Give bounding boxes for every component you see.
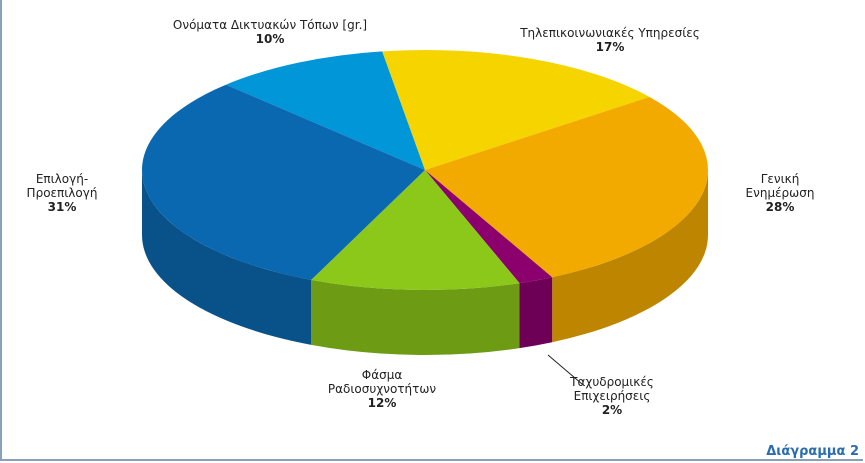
slice [425,96,708,278]
category-name: Ταχυδρομικές Επιχειρήσεις [570,375,654,403]
category-name: Γενική Ενημέρωση [745,172,815,200]
value-label: 28% [765,200,795,214]
slice [141,84,425,280]
slice-side [552,170,708,343]
value-label: 17% [595,40,625,54]
category-name: Επιλογή- Προεπιλογή [26,172,98,200]
category-name: Ονόματα Δικτυακών Τόπων [gr.] [172,18,368,32]
caption: Διάγραμμα 2 [766,444,859,459]
category-name: Τηλεπικοινωνιακές Υπηρεσίες [520,26,700,40]
value-label: 12% [367,396,397,410]
slice-label: Ταχυδρομικές Επιχειρήσεις 2% [570,375,654,417]
slice-label: Φάσμα Ραδιοσυχνοτήτων 12% [328,368,436,410]
slice [225,51,425,170]
slice [311,170,520,291]
category-name: Φάσμα Ραδιοσυχνοτήτων [327,368,437,396]
value-label: 31% [47,200,77,214]
slice-side [519,277,553,349]
slice [425,170,553,284]
value-label: 2% [601,403,623,417]
slice-label: Ονόματα Δικτυακών Τόπων [gr.] 10% [173,18,367,46]
slice-label: Τηλεπικοινωνιακές Υπηρεσίες 17% [520,26,700,54]
slice [382,50,650,171]
slice-label: Επιλογή- Προεπιλογή 31% [27,172,98,214]
slice-side [311,279,520,355]
leader-line [547,354,583,385]
slice-label: Γενική Ενημέρωση 28% [738,172,823,214]
slice-side [142,170,312,345]
value-label: 10% [255,32,285,46]
